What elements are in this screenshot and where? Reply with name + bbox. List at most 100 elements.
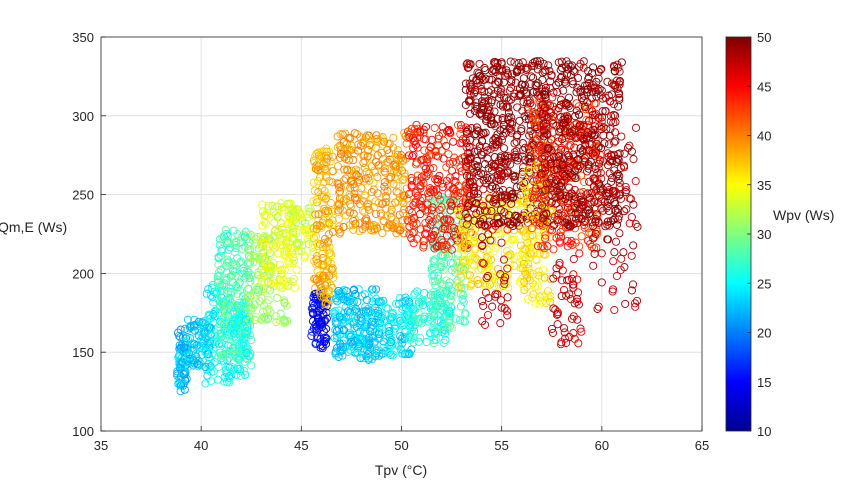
scatter-point — [350, 193, 360, 202]
scatter-point — [484, 112, 493, 121]
scatter-point — [233, 364, 242, 374]
scatter-point — [520, 255, 529, 264]
scatter-point — [516, 62, 525, 71]
scatter-point — [213, 272, 222, 281]
scatter-point — [470, 147, 479, 156]
scatter-point — [620, 149, 629, 158]
scatter-point — [326, 293, 335, 302]
scatter-point — [243, 291, 252, 300]
scatter-point — [610, 198, 619, 207]
scatter-point — [499, 281, 508, 291]
scatter-point — [418, 295, 427, 304]
scatter-point — [632, 296, 642, 305]
scatter-point — [428, 203, 437, 212]
scatter-point — [280, 280, 289, 289]
scatter-point — [267, 262, 276, 271]
scatter-point — [589, 63, 598, 72]
scatter-point — [376, 318, 385, 327]
scatter-point — [513, 65, 522, 74]
scatter-point — [439, 338, 448, 347]
scatter-point — [263, 284, 272, 293]
scatter-point — [585, 205, 594, 214]
scatter-point — [538, 216, 548, 225]
scatter-point — [584, 162, 593, 171]
scatter-point — [397, 150, 406, 160]
scatter-point — [417, 319, 426, 328]
scatter-point — [424, 192, 433, 201]
scatter-point — [562, 215, 572, 224]
scatter-point — [526, 121, 535, 130]
scatter-point — [217, 351, 226, 361]
scatter-point — [238, 264, 247, 273]
scatter-point — [557, 57, 566, 66]
scatter-point — [351, 219, 360, 228]
scatter-point — [275, 260, 284, 269]
scatter-point — [588, 87, 597, 96]
scatter-point — [606, 196, 615, 205]
scatter-point — [373, 189, 382, 198]
scatter-point — [438, 192, 447, 201]
scatter-point — [440, 322, 449, 331]
scatter-point — [434, 134, 443, 143]
scatter-point — [497, 135, 506, 145]
scatter-point — [364, 354, 373, 363]
scatter-point — [457, 242, 466, 251]
scatter-point — [234, 351, 243, 360]
scatter-point — [477, 150, 486, 159]
scatter-point — [531, 184, 540, 193]
scatter-point — [505, 86, 514, 95]
scatter-point — [487, 207, 496, 216]
colorbar-tick-label: 30 — [757, 227, 771, 242]
scatter-point — [465, 60, 474, 69]
scatter-point — [541, 83, 550, 92]
scatter-point — [518, 199, 527, 208]
scatter-point — [347, 166, 356, 175]
scatter-point — [243, 326, 252, 335]
scatter-point — [541, 250, 550, 259]
scatter-point — [361, 220, 370, 229]
scatter-point — [562, 57, 571, 66]
scatter-point — [293, 205, 302, 214]
scatter-point — [499, 125, 508, 134]
colorbar-ticks: 10 15 20 25 30 35 40 45 50 — [747, 30, 771, 439]
scatter-point — [276, 240, 285, 249]
scatter-point — [594, 67, 603, 76]
scatter-point — [325, 220, 334, 229]
scatter-point — [433, 242, 442, 251]
scatter-point — [559, 154, 568, 163]
scatter-point — [422, 172, 431, 181]
scatter-point — [438, 122, 447, 131]
scatter-point — [239, 338, 248, 347]
scatter-point — [625, 219, 634, 228]
scatter-point — [605, 185, 614, 194]
scatter-point — [380, 178, 389, 187]
scatter-point — [593, 304, 602, 313]
scatter-point — [454, 209, 463, 218]
scatter-point — [220, 305, 229, 314]
scatter-point — [385, 327, 394, 336]
x-tick-label: 65 — [695, 438, 709, 453]
scatter-point — [482, 273, 491, 283]
scatter-point — [288, 233, 297, 242]
scatter-point — [310, 158, 319, 167]
scatter-point — [621, 299, 630, 308]
scatter-point — [364, 205, 373, 214]
scatter-point — [484, 293, 493, 302]
scatter-point — [575, 110, 584, 119]
scatter-point — [500, 71, 509, 80]
scatter-point — [539, 210, 549, 219]
scatter-point — [376, 211, 386, 220]
scatter-point — [229, 329, 239, 338]
scatter-point — [615, 149, 624, 158]
scatter-point — [558, 135, 567, 144]
scatter-point — [431, 227, 440, 236]
scatter-point — [496, 319, 505, 328]
scatter-point — [615, 229, 624, 238]
scatter-point — [493, 264, 503, 274]
scatter-point — [507, 235, 516, 244]
scatter-point — [408, 152, 417, 161]
scatter-point — [592, 210, 601, 219]
scatter-point — [565, 183, 574, 192]
y-axis-label: Qm,E (Ws) — [0, 219, 67, 235]
scatter-point — [487, 75, 496, 84]
